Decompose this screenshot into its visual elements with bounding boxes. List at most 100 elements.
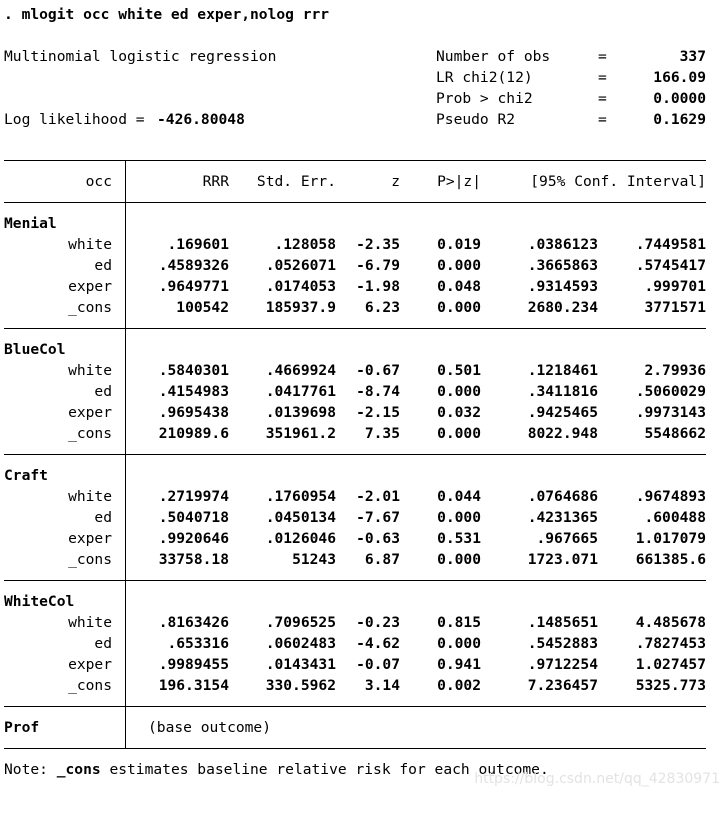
rrr-value: .5840301 xyxy=(158,362,229,379)
p-value: 0.000 xyxy=(437,257,481,274)
ci-lower-value: 2680.234 xyxy=(527,299,598,316)
ci-lower-value: 8022.948 xyxy=(527,425,598,442)
rrr-value: .4154983 xyxy=(158,383,229,400)
rrr-value: 196.3154 xyxy=(158,677,229,694)
rrr-value: 210989.6 xyxy=(158,425,229,442)
z-value: -2.15 xyxy=(356,404,400,421)
table-row: ed .5040718 .0450134 -7.67 0.000 .4231365 .600… xyxy=(0,507,726,528)
ci-upper-value: .5745417 xyxy=(635,257,706,274)
ci-lower-value: .4231365 xyxy=(527,509,598,526)
command-line: . mlogit occ white ed exper,nolog rrr xyxy=(0,4,726,25)
std-err-value: .0526071 xyxy=(265,257,336,274)
p-value: 0.941 xyxy=(437,656,481,673)
header-conf-interval: [95% Conf. Interval] xyxy=(530,173,706,190)
outcome-name: Menial xyxy=(4,215,57,232)
group-separator-rule xyxy=(4,454,706,455)
ci-upper-value: 1.017079 xyxy=(635,530,706,547)
stat-value: 0.0000 xyxy=(653,90,706,107)
variable-name: exper xyxy=(68,530,112,547)
ci-upper-value: .600488 xyxy=(644,509,706,526)
variable-name: white xyxy=(68,362,112,379)
group-separator-rule xyxy=(4,706,706,707)
p-value: 0.000 xyxy=(437,383,481,400)
table-row: ed .4589326 .0526071 -6.79 0.000 .3665863 .574… xyxy=(0,255,726,276)
outcome-group-header: WhiteCol xyxy=(0,591,726,612)
z-value: 3.14 xyxy=(364,677,400,694)
variable-name: ed xyxy=(94,509,112,526)
log-likelihood-value: -426.80048 xyxy=(157,111,245,128)
stat-equals: = xyxy=(598,111,607,128)
stat-value: 337 xyxy=(679,48,706,65)
variable-name: _cons xyxy=(68,299,112,316)
log-likelihood-row: Log likelihood = -426.80048 xyxy=(0,109,726,130)
ci-upper-value: 4.485678 xyxy=(635,614,706,631)
std-err-value: .0602483 xyxy=(265,635,336,652)
std-err-value: .0143431 xyxy=(265,656,336,673)
rrr-value: .9989455 xyxy=(158,656,229,673)
rrr-value: .4589326 xyxy=(158,257,229,274)
ci-upper-value: .999701 xyxy=(644,278,706,295)
stat-row: Prob > chi2 = 0.0000 xyxy=(0,88,726,109)
variable-name: _cons xyxy=(68,425,112,442)
std-err-value: .4669924 xyxy=(265,362,336,379)
ci-lower-value: .0386123 xyxy=(527,236,598,253)
table-row: ed .653316 .0602483 -4.62 0.000 .5452883 .7827… xyxy=(0,633,726,654)
outcome-group-header: Craft xyxy=(0,465,726,486)
p-value: 0.000 xyxy=(437,635,481,652)
ci-lower-value: .9425465 xyxy=(527,404,598,421)
ci-upper-value: .7449581 xyxy=(635,236,706,253)
z-value: -8.74 xyxy=(356,383,400,400)
note-rest: estimates baseline relative risk for eac… xyxy=(100,761,549,778)
rrr-value: .653316 xyxy=(167,635,229,652)
ci-lower-value: .3665863 xyxy=(527,257,598,274)
outcome-name: Craft xyxy=(4,467,48,484)
z-value: -1.98 xyxy=(356,278,400,295)
std-err-value: .0139698 xyxy=(265,404,336,421)
note-prefix: Note: xyxy=(4,761,57,778)
outcome-name: WhiteCol xyxy=(4,593,75,610)
z-value: -0.63 xyxy=(356,530,400,547)
variable-name: white xyxy=(68,236,112,253)
outcome-group-header: BlueCol xyxy=(0,339,726,360)
note-text: Note: _cons estimates baseline relative … xyxy=(4,759,549,780)
p-value: 0.000 xyxy=(437,551,481,568)
model-title-row: Multinomial logistic regression xyxy=(0,46,726,67)
ci-lower-value: .1485651 xyxy=(527,614,598,631)
header-rrr: RRR xyxy=(202,173,229,190)
header-z: z xyxy=(391,173,400,190)
command-text: . mlogit occ white ed exper,nolog rrr xyxy=(4,6,330,23)
p-value: 0.000 xyxy=(437,425,481,442)
z-value: 6.87 xyxy=(364,551,400,568)
p-value: 0.048 xyxy=(437,278,481,295)
base-outcome-row: Prof (base outcome) xyxy=(0,717,726,738)
z-value: -0.07 xyxy=(356,656,400,673)
z-value: -4.62 xyxy=(356,635,400,652)
ci-upper-value: 3771571 xyxy=(644,299,706,316)
ci-lower-value: .9314593 xyxy=(527,278,598,295)
model-title: Multinomial logistic regression xyxy=(4,48,277,65)
variable-name: exper xyxy=(68,404,112,421)
rrr-value: .169601 xyxy=(167,236,229,253)
note-term: _cons xyxy=(56,761,101,778)
stat-equals: = xyxy=(598,90,607,107)
rrr-value: .2719974 xyxy=(158,488,229,505)
variable-name: _cons xyxy=(68,551,112,568)
ci-upper-value: 661385.6 xyxy=(635,551,706,568)
table-row: white .169601 .128058 -2.35 0.019 .0386123 .74… xyxy=(0,234,726,255)
ci-lower-value: .0764686 xyxy=(527,488,598,505)
table-row: _cons 100542 185937.9 6.23 0.000 2680.234 3771… xyxy=(0,297,726,318)
note-line: Note: _cons estimates baseline relative … xyxy=(0,759,726,780)
group-separator-rule xyxy=(4,328,706,329)
stat-row: Pseudo R2 = 0.1629 xyxy=(0,109,726,130)
z-value: -7.67 xyxy=(356,509,400,526)
base-outcome-text: (base outcome) xyxy=(148,719,272,736)
base-outcome-name: Prof xyxy=(4,719,40,736)
std-err-value: .128058 xyxy=(274,236,336,253)
p-value: 0.000 xyxy=(437,299,481,316)
rrr-value: .5040718 xyxy=(158,509,229,526)
ci-upper-value: .9674893 xyxy=(635,488,706,505)
z-value: -2.01 xyxy=(356,488,400,505)
p-value: 0.815 xyxy=(437,614,481,631)
stat-label: LR chi2(12) xyxy=(436,69,533,86)
p-value: 0.002 xyxy=(437,677,481,694)
